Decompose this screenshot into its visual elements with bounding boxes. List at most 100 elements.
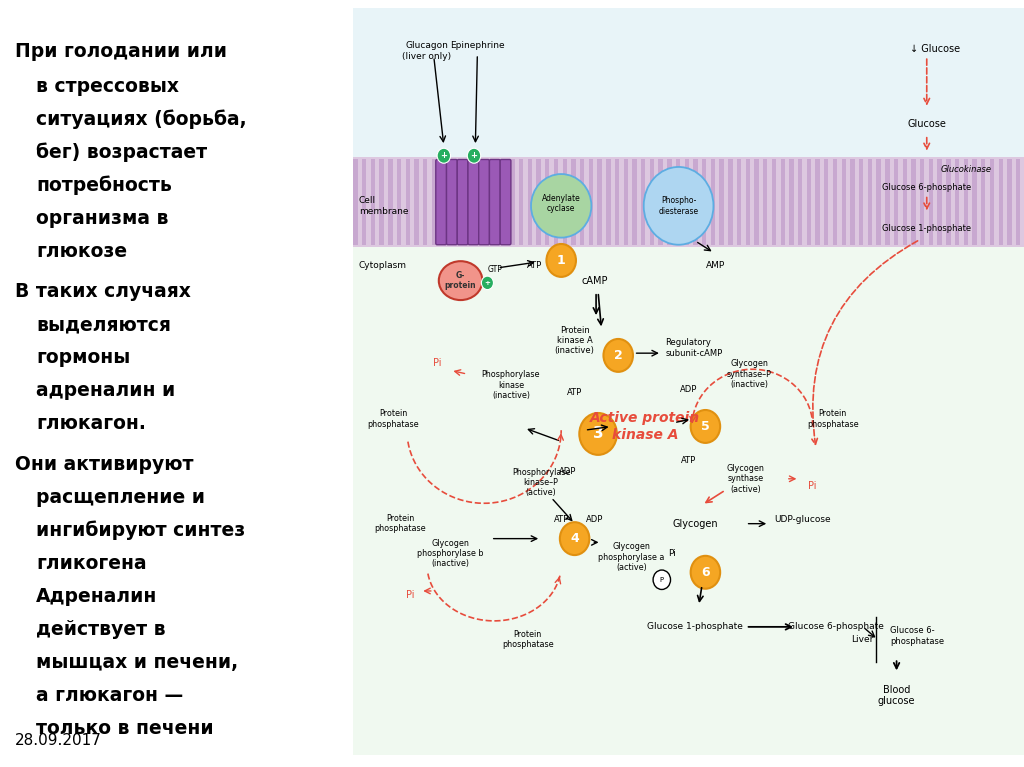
Bar (362, 159, 367, 245)
Bar (763, 159, 767, 245)
Bar (606, 159, 610, 245)
Text: а глюкагон —: а глюкагон — (37, 686, 183, 705)
FancyBboxPatch shape (478, 160, 489, 245)
Text: Glucose: Glucose (907, 119, 946, 129)
Text: гормоны: гормоны (37, 348, 131, 367)
Text: адреналин и: адреналин и (37, 381, 175, 400)
Text: Phosphorylase
kinase–P
(active): Phosphorylase kinase–P (active) (512, 468, 570, 498)
Bar (990, 159, 994, 245)
Bar (720, 159, 724, 245)
Bar (423, 159, 427, 245)
Text: выделяются: выделяются (37, 315, 171, 334)
Text: Cytoplasm: Cytoplasm (358, 262, 407, 270)
Bar (475, 159, 479, 245)
Text: ATP: ATP (567, 388, 583, 397)
Text: ATP: ATP (526, 262, 542, 270)
Bar (693, 159, 697, 245)
Text: Glycogen
synthase
(active): Glycogen synthase (active) (727, 464, 765, 494)
Text: 5: 5 (701, 420, 710, 433)
Text: Protein
phosphatase: Protein phosphatase (502, 630, 554, 650)
Bar (702, 159, 707, 245)
Bar (353, 157, 1024, 247)
Text: Glucose 6-phosphate: Glucose 6-phosphate (788, 622, 884, 631)
Bar (371, 159, 375, 245)
Text: Protein
phosphatase: Protein phosphatase (807, 410, 859, 429)
Circle shape (644, 167, 714, 245)
Circle shape (653, 570, 671, 590)
Bar (571, 159, 575, 245)
Bar (833, 159, 838, 245)
Text: AMP: AMP (706, 262, 725, 270)
Text: Active protein
kinase A: Active protein kinase A (590, 411, 700, 442)
Text: Cell
membrane: Cell membrane (358, 196, 409, 216)
Text: При голодании или: При голодании или (14, 42, 226, 61)
FancyBboxPatch shape (458, 160, 468, 245)
Text: Glucose 6-phosphate: Glucose 6-phosphate (882, 183, 972, 192)
Text: Pi: Pi (809, 481, 817, 492)
Text: в стрессовых: в стрессовых (37, 77, 179, 96)
Circle shape (560, 522, 590, 555)
Text: Protein
phosphatase: Protein phosphatase (375, 514, 426, 533)
Text: ATP: ATP (681, 456, 696, 465)
Bar (973, 159, 977, 245)
Text: действует в: действует в (37, 620, 166, 639)
Text: ATP: ATP (554, 515, 568, 525)
Bar (624, 159, 628, 245)
Bar (519, 159, 523, 245)
Bar (859, 159, 863, 245)
Text: Glycogen
phosphorylase a
(active): Glycogen phosphorylase a (active) (598, 542, 665, 572)
Bar (981, 159, 985, 245)
Text: Regulatory
subunit-cAMP: Regulatory subunit-cAMP (666, 338, 722, 357)
Bar (353, 159, 357, 245)
Circle shape (437, 148, 451, 163)
Bar (807, 159, 811, 245)
Circle shape (580, 413, 616, 455)
Text: ADP: ADP (559, 467, 577, 476)
Circle shape (467, 148, 480, 163)
Circle shape (603, 339, 633, 372)
Text: G-
protein: G- protein (444, 271, 476, 291)
Bar (938, 159, 942, 245)
Text: глюкагон.: глюкагон. (37, 414, 146, 433)
Bar (711, 159, 715, 245)
Bar (493, 159, 497, 245)
Text: только в печени: только в печени (37, 719, 214, 738)
Bar (877, 159, 881, 245)
Text: Pi: Pi (668, 549, 676, 558)
Text: бег) возрастает: бег) возрастает (37, 143, 208, 163)
Text: ADP: ADP (586, 515, 603, 525)
Text: Они активируют: Они активируют (14, 455, 194, 474)
Bar (946, 159, 950, 245)
Text: Protein
kinase A
(inactive): Protein kinase A (inactive) (555, 325, 595, 355)
Text: Epinephrine: Epinephrine (451, 41, 505, 51)
Text: Protein
phosphatase: Protein phosphatase (368, 410, 420, 429)
Text: Glycogen
synthase–P
(inactive): Glycogen synthase–P (inactive) (727, 359, 771, 389)
Text: Phosphorylase
kinase
(inactive): Phosphorylase kinase (inactive) (481, 370, 540, 400)
Text: ситуациях (борьба,: ситуациях (борьба, (37, 110, 247, 130)
Text: Glycogen
phosphorylase b
(inactive): Glycogen phosphorylase b (inactive) (418, 538, 483, 568)
Text: 3: 3 (593, 426, 603, 442)
Bar (780, 159, 784, 245)
Bar (745, 159, 750, 245)
Bar (772, 159, 776, 245)
Text: 2: 2 (613, 349, 623, 362)
Bar (440, 159, 444, 245)
Bar (353, 247, 1024, 755)
Text: Glucose 1-phosphate: Glucose 1-phosphate (647, 622, 743, 631)
Bar (589, 159, 593, 245)
Text: +: + (440, 151, 447, 160)
Text: Phospho-
diesterase: Phospho- diesterase (658, 196, 698, 216)
Bar (580, 159, 585, 245)
Bar (632, 159, 637, 245)
Text: Glycogen: Glycogen (673, 518, 718, 528)
FancyBboxPatch shape (468, 160, 478, 245)
Bar (815, 159, 820, 245)
FancyBboxPatch shape (500, 160, 511, 245)
Bar (911, 159, 915, 245)
Ellipse shape (439, 262, 482, 300)
Text: ингибируют синтез: ингибируют синтез (37, 521, 246, 541)
Bar (458, 159, 462, 245)
Bar (964, 159, 968, 245)
Bar (537, 159, 541, 245)
Bar (450, 159, 454, 245)
